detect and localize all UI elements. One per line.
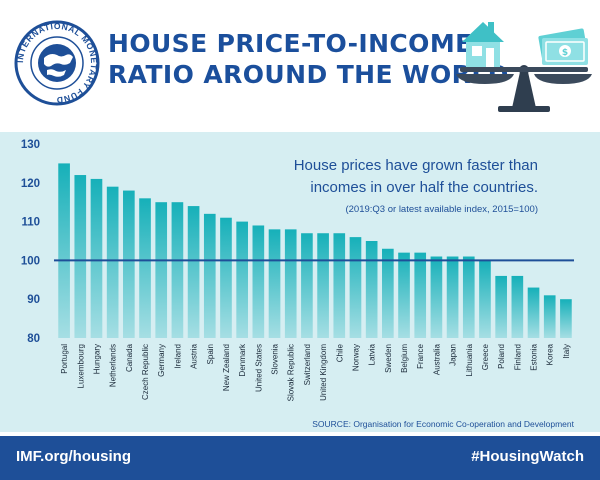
bar-sweden xyxy=(382,248,394,338)
money-icon: $ xyxy=(538,28,588,65)
x-tick-label: Czech Republic xyxy=(141,344,150,400)
bar-ireland xyxy=(171,202,184,338)
bar-canada xyxy=(123,190,135,338)
bar-greece xyxy=(479,260,491,338)
y-tick-label: 90 xyxy=(27,294,40,306)
y-tick-label: 100 xyxy=(21,255,40,267)
balance-scale-icon: $ xyxy=(456,22,592,112)
x-tick-label: Slovak Republic xyxy=(287,344,296,401)
x-tick-label: France xyxy=(416,343,425,368)
x-tick-label: Finland xyxy=(513,344,522,370)
bar-chile xyxy=(333,233,346,338)
bar-spain xyxy=(203,213,216,338)
x-tick-label: Germany xyxy=(157,344,166,377)
header: INTERNATIONAL MONETARY FUND HOUSE PRICE-… xyxy=(0,0,600,128)
annotation-line-1: House prices have grown faster than xyxy=(294,157,538,174)
bar-latvia xyxy=(365,241,378,338)
y-tick-label: 130 xyxy=(21,139,40,151)
title-line-2: RATIO AROUND THE WORLD xyxy=(108,60,509,89)
bar-slovenia xyxy=(268,229,281,338)
footer-hashtag[interactable]: #HousingWatch xyxy=(471,448,584,465)
x-tick-label: Lithuania xyxy=(465,343,474,376)
x-tick-label: Portugal xyxy=(60,344,69,374)
bar-luxembourg xyxy=(74,175,87,338)
bar-switzerland xyxy=(301,233,313,338)
bar-korea xyxy=(543,295,556,338)
footer-link-housing[interactable]: IMF.org/housing xyxy=(16,448,131,465)
y-tick-label: 80 xyxy=(27,333,40,345)
bar-new-zealand xyxy=(220,217,232,338)
bar-belgium xyxy=(398,252,410,338)
bar-united-kingdom xyxy=(317,233,329,338)
bar-italy xyxy=(560,299,572,338)
x-tick-label: Korea xyxy=(546,343,555,365)
bar-slovak-republic xyxy=(284,229,297,338)
title-line-1: HOUSE PRICE-TO-INCOME xyxy=(108,29,473,58)
source-note: SOURCE: Organisation for Economic Co-ope… xyxy=(312,419,574,429)
bar-poland xyxy=(495,275,507,338)
imf-seal-icon: INTERNATIONAL MONETARY FUND xyxy=(14,20,100,106)
bar-japan xyxy=(446,256,459,338)
x-tick-label: Sweden xyxy=(384,344,393,373)
x-tick-label: Chile xyxy=(335,343,344,362)
x-tick-label: Latvia xyxy=(368,343,377,365)
house-icon xyxy=(462,22,504,67)
x-tick-label: Slovenia xyxy=(271,343,280,374)
x-tick-label: Poland xyxy=(497,344,506,369)
x-tick-label: Japan xyxy=(449,344,458,366)
annotation-line-2: incomes in over half the countries. xyxy=(310,179,538,196)
bar-finland xyxy=(511,275,524,338)
bar-france xyxy=(414,252,427,338)
x-tick-label: Denmark xyxy=(238,343,247,376)
y-tick-label: 120 xyxy=(21,178,40,190)
x-tick-label: New Zealand xyxy=(222,344,231,391)
bar-norway xyxy=(349,237,362,338)
page-title: HOUSE PRICE-TO-INCOME RATIO AROUND THE W… xyxy=(108,28,509,90)
bar-lithuania xyxy=(462,256,475,338)
y-tick-label: 110 xyxy=(21,217,40,229)
x-tick-label: Spain xyxy=(206,344,215,364)
x-tick-label: Austria xyxy=(190,343,199,368)
x-tick-label: Belgium xyxy=(400,344,409,373)
x-tick-label: Italy xyxy=(562,344,571,359)
bar-denmark xyxy=(236,221,248,338)
bar-czech-republic xyxy=(139,198,151,338)
bar-portugal xyxy=(58,163,70,338)
bar-australia xyxy=(430,256,443,338)
chart-panel: 80 90 100 110 120 130 Portugal Luxembourg Hunga… xyxy=(0,132,600,432)
x-tick-label: Estonia xyxy=(530,343,539,370)
bar-hungary xyxy=(90,178,103,338)
x-tick-label: Hungary xyxy=(92,344,101,374)
x-tick-label: Canada xyxy=(125,343,134,372)
annotation-note: (2019:Q3 or latest available index, 2015… xyxy=(345,204,538,215)
x-tick-label: Luxembourg xyxy=(76,344,85,388)
x-tick-label: United Kingdom xyxy=(319,344,328,401)
bar-netherlands xyxy=(106,186,119,338)
x-tick-label: Switzerland xyxy=(303,344,312,385)
bar-chart: 80 90 100 110 120 130 Portugal Luxembourg Hunga… xyxy=(21,139,575,429)
x-tick-label: Australia xyxy=(432,343,441,375)
x-tick-label: Greece xyxy=(481,343,490,370)
bar-united-states xyxy=(252,225,265,338)
x-tick-label: Netherlands xyxy=(109,344,118,387)
svg-text:$: $ xyxy=(562,48,568,58)
x-tick-label: Ireland xyxy=(173,344,182,368)
bar-estonia xyxy=(527,287,540,338)
bar-germany xyxy=(155,202,168,338)
x-tick-label: United States xyxy=(254,344,263,392)
x-tick-label: Norway xyxy=(351,344,360,371)
bar-austria xyxy=(187,206,200,338)
footer: IMF.org/housing #HousingWatch xyxy=(0,436,600,480)
